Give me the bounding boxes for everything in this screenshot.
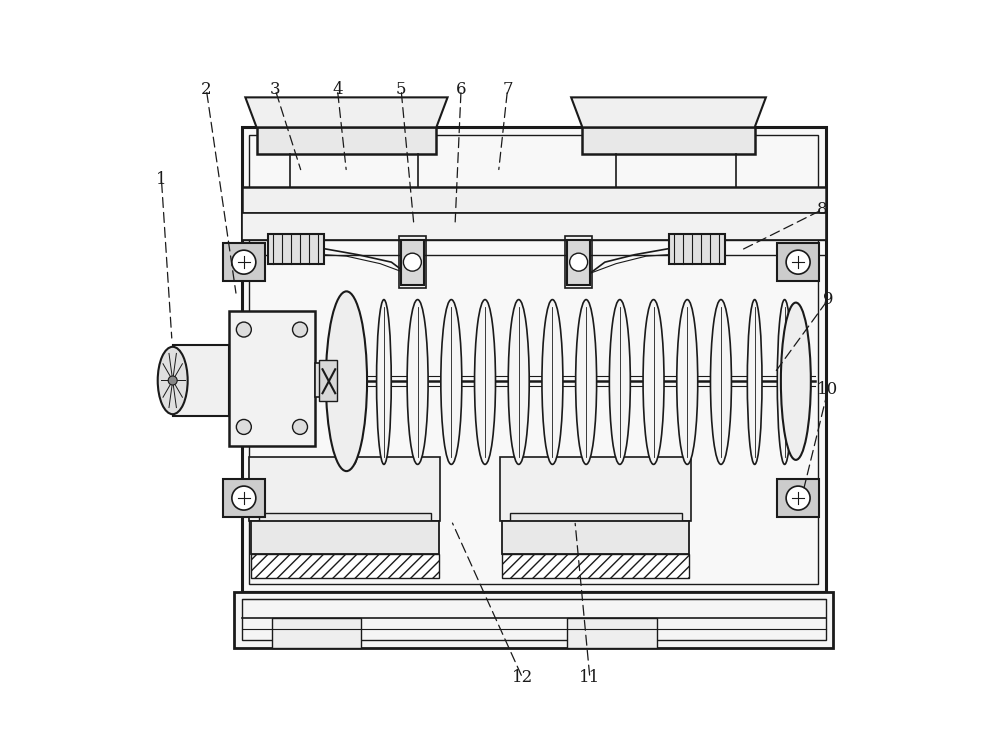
Ellipse shape (677, 300, 698, 464)
Bar (259, 513, 431, 528)
Ellipse shape (407, 300, 428, 464)
Text: 7: 7 (502, 82, 513, 98)
Ellipse shape (347, 300, 361, 464)
Circle shape (168, 376, 177, 385)
Bar (251, 554, 439, 578)
Circle shape (403, 253, 421, 271)
Text: 4: 4 (332, 82, 343, 98)
Bar (582, 127, 755, 154)
Ellipse shape (158, 347, 188, 414)
Bar (223, 479, 265, 517)
Circle shape (236, 419, 251, 434)
Bar (502, 521, 689, 554)
Circle shape (232, 486, 256, 510)
Bar (257, 127, 436, 154)
Bar (565, 236, 592, 288)
Bar (777, 243, 819, 281)
Bar (249, 135, 818, 584)
Bar (242, 599, 826, 640)
Bar (223, 243, 265, 281)
Polygon shape (571, 97, 766, 127)
Bar (567, 240, 590, 285)
Bar (399, 236, 426, 288)
Ellipse shape (710, 300, 731, 464)
Ellipse shape (441, 300, 462, 464)
Ellipse shape (508, 300, 529, 464)
Ellipse shape (781, 303, 811, 460)
Bar (669, 234, 725, 264)
Polygon shape (245, 97, 448, 127)
Bar (259, 124, 434, 127)
Bar (510, 513, 682, 528)
Text: 2: 2 (201, 82, 212, 98)
Text: 8: 8 (817, 201, 827, 218)
Bar (268, 234, 324, 264)
Bar (173, 345, 229, 416)
Bar (585, 124, 752, 127)
Ellipse shape (475, 300, 496, 464)
Ellipse shape (777, 300, 792, 464)
Bar (401, 240, 424, 285)
Circle shape (786, 250, 810, 274)
Text: 5: 5 (396, 82, 406, 98)
Text: 3: 3 (270, 82, 281, 98)
Bar (234, 592, 833, 648)
Bar (315, 363, 349, 397)
Text: 10: 10 (817, 381, 839, 398)
Circle shape (232, 250, 256, 274)
Ellipse shape (326, 291, 367, 471)
Bar (242, 187, 826, 213)
Bar (251, 521, 439, 554)
Text: 6: 6 (456, 82, 466, 98)
Ellipse shape (576, 300, 597, 464)
Bar (242, 240, 826, 255)
Ellipse shape (542, 300, 563, 464)
Ellipse shape (377, 300, 391, 464)
Bar (567, 618, 657, 648)
Bar (242, 213, 826, 240)
Ellipse shape (643, 300, 664, 464)
Bar (272, 618, 361, 648)
Text: 9: 9 (823, 291, 833, 308)
Text: 11: 11 (579, 670, 601, 686)
Text: 12: 12 (512, 670, 533, 686)
Bar (242, 127, 826, 592)
Ellipse shape (609, 300, 630, 464)
Text: 1: 1 (156, 172, 167, 188)
Bar (502, 554, 689, 578)
Circle shape (293, 322, 308, 337)
Bar (236, 320, 308, 438)
Circle shape (570, 253, 588, 271)
Circle shape (786, 486, 810, 510)
Bar (319, 360, 337, 401)
Bar (777, 479, 819, 517)
Bar (249, 457, 440, 521)
Ellipse shape (747, 300, 762, 464)
Circle shape (293, 419, 308, 434)
Circle shape (236, 322, 251, 337)
Bar (229, 311, 315, 446)
Bar (500, 457, 691, 521)
